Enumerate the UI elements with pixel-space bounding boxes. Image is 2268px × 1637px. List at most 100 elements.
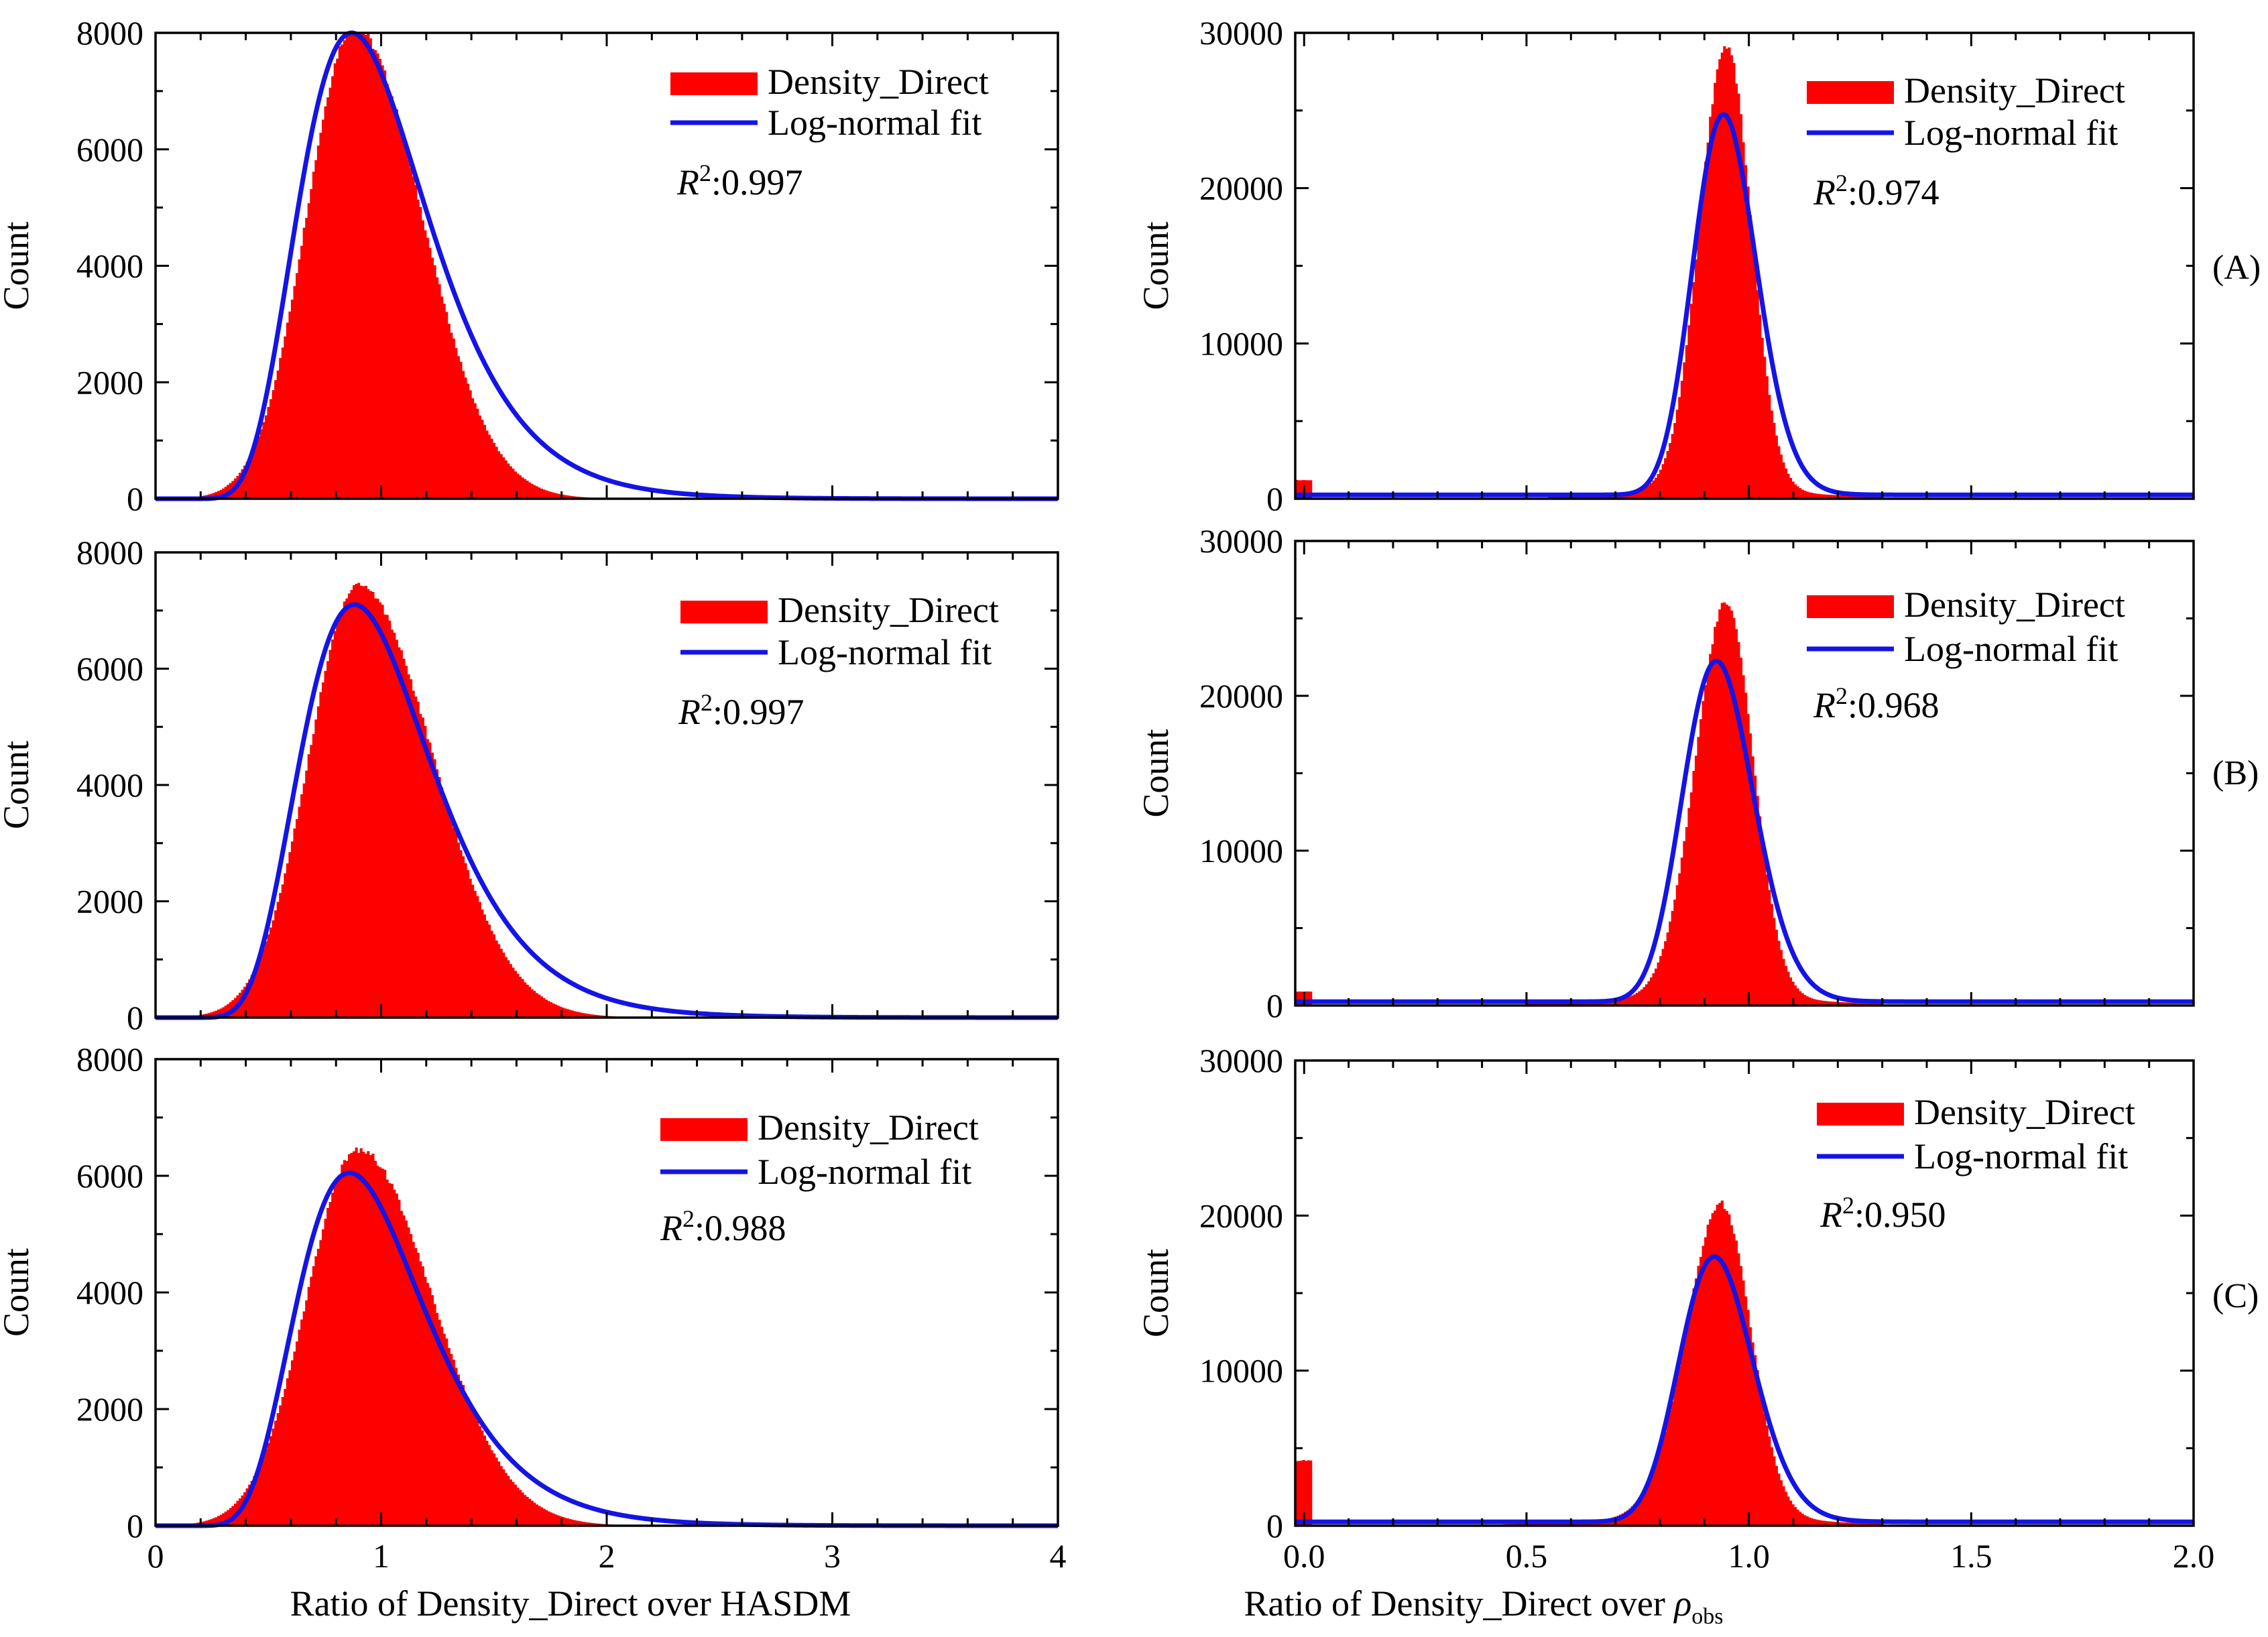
histogram-bar — [554, 493, 558, 499]
histogram-bar — [1749, 733, 1752, 1006]
histogram-bar — [1309, 991, 1313, 1006]
histogram-bar — [341, 611, 344, 1018]
histogram-bar — [1791, 1504, 1795, 1526]
histogram-bar — [573, 1520, 577, 1526]
histogram-bar — [575, 1520, 579, 1526]
histogram-bar — [219, 1008, 223, 1018]
histogram-bar — [293, 286, 296, 499]
histogram-bar — [1716, 1204, 1719, 1526]
histogram-bar — [461, 856, 465, 1018]
histogram-bar — [1621, 998, 1624, 1006]
histogram-bar — [402, 658, 406, 1018]
histogram-bar — [1841, 495, 1844, 499]
histogram-bar — [452, 827, 455, 1018]
histogram-bar — [592, 1014, 595, 1018]
histogram-bar — [355, 33, 358, 499]
x-tick-label: 1.5 — [1950, 1537, 1992, 1575]
histogram-bar — [369, 591, 372, 1018]
histogram-bar — [1794, 1507, 1797, 1526]
histogram-bar — [1846, 1002, 1849, 1006]
histogram-bar — [1685, 1327, 1688, 1526]
histogram-bar — [469, 878, 472, 1018]
x-tick-label: 3 — [824, 1537, 841, 1575]
histogram-bar — [274, 910, 278, 1018]
histogram-bar — [1770, 410, 1773, 499]
histogram-bar — [1671, 434, 1674, 499]
histogram-bar — [1689, 304, 1693, 499]
histogram-bar — [1638, 489, 1641, 499]
histogram-bar — [1655, 968, 1658, 1006]
histogram-bar — [300, 794, 304, 1018]
histogram-bar — [274, 380, 278, 499]
histogram-bar — [585, 1522, 589, 1526]
histogram-bar — [1612, 999, 1615, 1006]
histogram-bar — [421, 717, 424, 1018]
histogram-bar — [1756, 1370, 1759, 1526]
histogram-bar — [533, 991, 536, 1018]
histogram-bar — [371, 48, 375, 499]
histogram-bar — [495, 446, 498, 499]
histogram-bar — [421, 1266, 424, 1526]
histogram-bar — [227, 1510, 230, 1526]
histogram-bar — [497, 451, 501, 499]
histogram-bar — [1689, 792, 1693, 1006]
histogram-bar — [533, 485, 536, 499]
r-squared-value: :0.974 — [1848, 172, 1939, 213]
histogram-bar — [1635, 1501, 1638, 1526]
histogram-bar — [447, 810, 451, 1018]
histogram-bar — [1702, 1246, 1705, 1526]
histogram-bar — [1555, 496, 1559, 499]
histogram-bar — [276, 1413, 280, 1526]
histogram-bar — [478, 902, 481, 1018]
y-tick-label: 10000 — [1199, 324, 1283, 362]
histogram-bar — [362, 33, 365, 499]
histogram-bar — [347, 33, 351, 499]
histogram-bar — [414, 185, 418, 499]
r-squared-value: :0.968 — [1848, 685, 1939, 725]
histogram-bar — [215, 491, 218, 499]
histogram-bar — [1548, 1523, 1551, 1526]
histogram-bar — [1819, 1000, 1823, 1006]
histogram-bar — [293, 828, 296, 1018]
histogram-bar — [1657, 962, 1660, 1006]
histogram-bar — [219, 489, 223, 499]
histogram-bar — [535, 1504, 538, 1526]
histogram-bar — [438, 284, 441, 499]
histogram-bar — [1687, 1315, 1691, 1526]
histogram-bar — [378, 602, 382, 1018]
legend-label-fit: Log-normal fit — [768, 103, 981, 143]
histogram-bar — [1789, 477, 1793, 499]
histogram-bar — [1827, 1521, 1830, 1526]
histogram-bar — [1669, 921, 1672, 1006]
legend-label-histogram: Density_Direct — [1904, 70, 2125, 111]
histogram-bar — [524, 982, 527, 1018]
histogram-bar — [310, 745, 313, 1018]
histogram-bar — [416, 1252, 420, 1526]
histogram-bar — [1829, 1001, 1833, 1006]
histogram-bar — [1305, 1461, 1308, 1526]
histogram-bar — [267, 407, 270, 499]
histogram-bar — [338, 618, 341, 1018]
histogram-bar — [1841, 1002, 1844, 1006]
histogram-bar — [1858, 1002, 1861, 1006]
histogram-bar — [1659, 956, 1663, 1006]
histogram-bar — [364, 35, 367, 499]
histogram-bar — [471, 398, 475, 499]
histogram-bar — [326, 97, 330, 499]
histogram-bar — [1810, 998, 1813, 1006]
histogram-bar — [302, 1311, 306, 1526]
histogram-bar — [473, 403, 477, 499]
histogram-bar — [388, 620, 392, 1018]
histogram-bar — [1643, 1490, 1646, 1526]
histogram-bar — [538, 994, 541, 1018]
histogram-bar — [1565, 495, 1568, 499]
histogram-bar — [248, 457, 251, 499]
histogram-bar — [210, 1012, 213, 1018]
histogram-bar — [407, 1227, 410, 1526]
histogram-bar — [1754, 267, 1757, 499]
histogram-bar — [1562, 1522, 1565, 1526]
histogram-bar — [1723, 46, 1726, 499]
histogram-bar — [324, 1219, 327, 1526]
histogram-bar — [566, 1518, 569, 1526]
histogram-bar — [1661, 949, 1665, 1006]
